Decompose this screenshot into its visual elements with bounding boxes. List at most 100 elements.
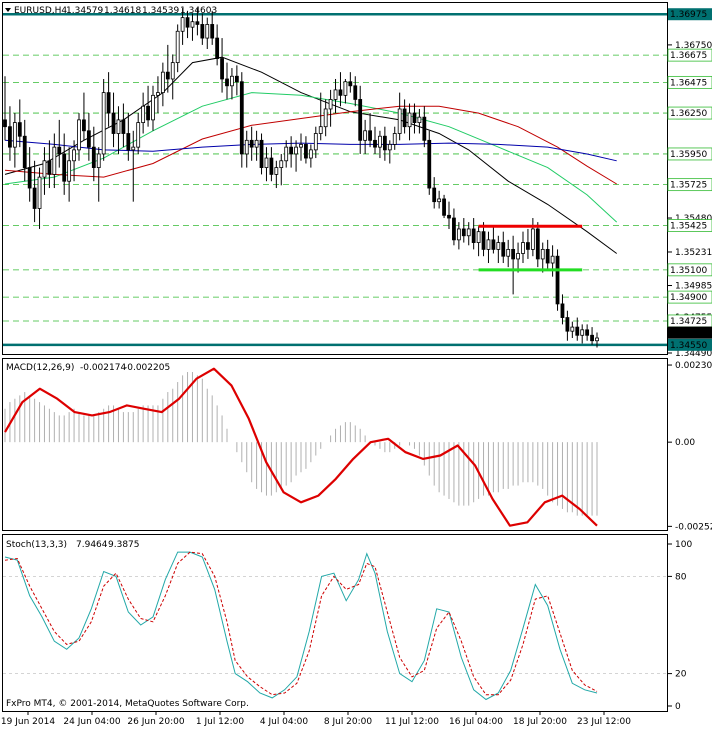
candle-body (165, 71, 170, 80)
time-tick-label: 26 Jun 20:00 (127, 717, 184, 727)
candle-body (328, 99, 333, 110)
candle-body (244, 139, 249, 155)
time-tick-label: 18 Jul 20:00 (513, 717, 567, 727)
candle-body (535, 228, 540, 260)
price-level-tag (667, 147, 712, 161)
candle-body (511, 248, 516, 260)
candle-body (37, 176, 42, 209)
candle-body (82, 119, 86, 132)
candle-body (8, 126, 12, 148)
price-level-label: 1.34725 (670, 317, 707, 327)
candle-body (264, 157, 269, 168)
candle-body (575, 326, 580, 336)
time-tick-label: 16 Jul 04:00 (449, 717, 503, 727)
ohlc-low: 1.34539 (142, 6, 179, 16)
time-tick-label: 24 Jun 04:00 (63, 717, 120, 727)
candle-body (590, 334, 594, 342)
price-level-label: 1.34550 (670, 341, 707, 351)
price-tick-label: 1.35231 (675, 248, 712, 258)
price-level-label: 1.36975 (670, 10, 707, 20)
candle-body (516, 253, 520, 260)
ohlc-open: 1.34579 (66, 6, 103, 16)
candle-body (422, 116, 427, 141)
time-axis: 19 Jun 2014 24 Jun 04:00 26 Jun 20:00 1 Jul… (1, 711, 631, 727)
stochastic-lines (3, 551, 667, 701)
candle-body (259, 139, 264, 168)
candle-body (348, 81, 353, 87)
candle-body (313, 133, 318, 151)
candle-body (501, 242, 506, 257)
price-level-label: 1.36675 (670, 51, 707, 61)
candle-body (77, 119, 81, 151)
ohlc-close: 1.34603 (180, 6, 217, 16)
price-level-label: 1.35725 (670, 181, 707, 191)
candle-body (412, 112, 417, 124)
candle-body (220, 58, 224, 80)
candle-body (195, 21, 200, 25)
candle-body (580, 329, 585, 336)
candle-body (121, 119, 126, 134)
candle-body (190, 21, 195, 28)
candle-body (318, 126, 323, 134)
candle-body (442, 198, 446, 216)
candle-body (106, 92, 111, 114)
candle-body (289, 146, 294, 155)
price-level-tag (668, 8, 712, 21)
candle-body (42, 160, 47, 178)
candle-body (407, 112, 412, 128)
support-resistance-segments[interactable] (478, 224, 583, 272)
ohlc-high: 1.34618 (104, 6, 141, 16)
candle-body (343, 81, 348, 96)
stoch-tick-label: 20 (675, 670, 687, 680)
symbol-label: EURUSD,H4 (14, 6, 67, 16)
candle-body (32, 187, 37, 209)
candle-body (540, 248, 545, 260)
candle-body (136, 122, 141, 148)
candle-body (461, 228, 466, 237)
moving-average-line (4, 56, 617, 254)
dropdown-triangle-icon[interactable] (5, 8, 11, 12)
candle-body (382, 135, 387, 151)
candle-body (12, 122, 17, 148)
macd-signal-line (4, 367, 598, 527)
candle-body (530, 228, 535, 250)
time-tick-label: 11 Jul 12:00 (385, 717, 439, 727)
candle-body (170, 62, 175, 80)
macd-signal-path (4, 367, 598, 527)
time-tick-label: 1 Jul 12:00 (196, 717, 245, 727)
price-level-tag (667, 290, 712, 304)
candle-body (234, 75, 239, 83)
price-level-label: 1.36250 (670, 109, 707, 119)
candle-body (239, 81, 244, 155)
candle-body (447, 214, 451, 219)
price-level-label: 1.36475 (670, 78, 707, 88)
candle-body (17, 122, 22, 137)
candle-body (402, 108, 407, 128)
macd-tick-label: 0.00 (675, 438, 695, 448)
current-price-tag (668, 326, 712, 339)
macd-histogram (4, 372, 598, 516)
price-level-tag (667, 48, 712, 62)
candle-body (471, 228, 476, 243)
stoch-value-signal: 9.3875 (108, 540, 140, 550)
price-tick-label: 1.34985 (675, 282, 712, 292)
candle-body (215, 37, 220, 59)
stoch-header: Stoch(13,3,3) 7.9464 9.3875 (6, 540, 140, 550)
price-tick-label: 1.35480 (675, 214, 712, 224)
macd-value-signal: -0.002205 (124, 363, 170, 373)
macd-axis-ticks: 0.002309 0.00 -0.002521 (668, 361, 712, 532)
moving-average-line (4, 139, 617, 162)
candle-body (116, 119, 121, 134)
candle-body (200, 24, 205, 39)
candlesticks (3, 8, 599, 348)
candle-body (279, 160, 284, 168)
candle-body (160, 71, 165, 94)
candle-body (299, 144, 303, 148)
candle-body (22, 135, 27, 168)
candle-body (452, 217, 456, 241)
candle-body (486, 239, 491, 250)
candle-body (358, 99, 363, 141)
candle-body (595, 337, 599, 342)
candle-body (180, 17, 185, 32)
